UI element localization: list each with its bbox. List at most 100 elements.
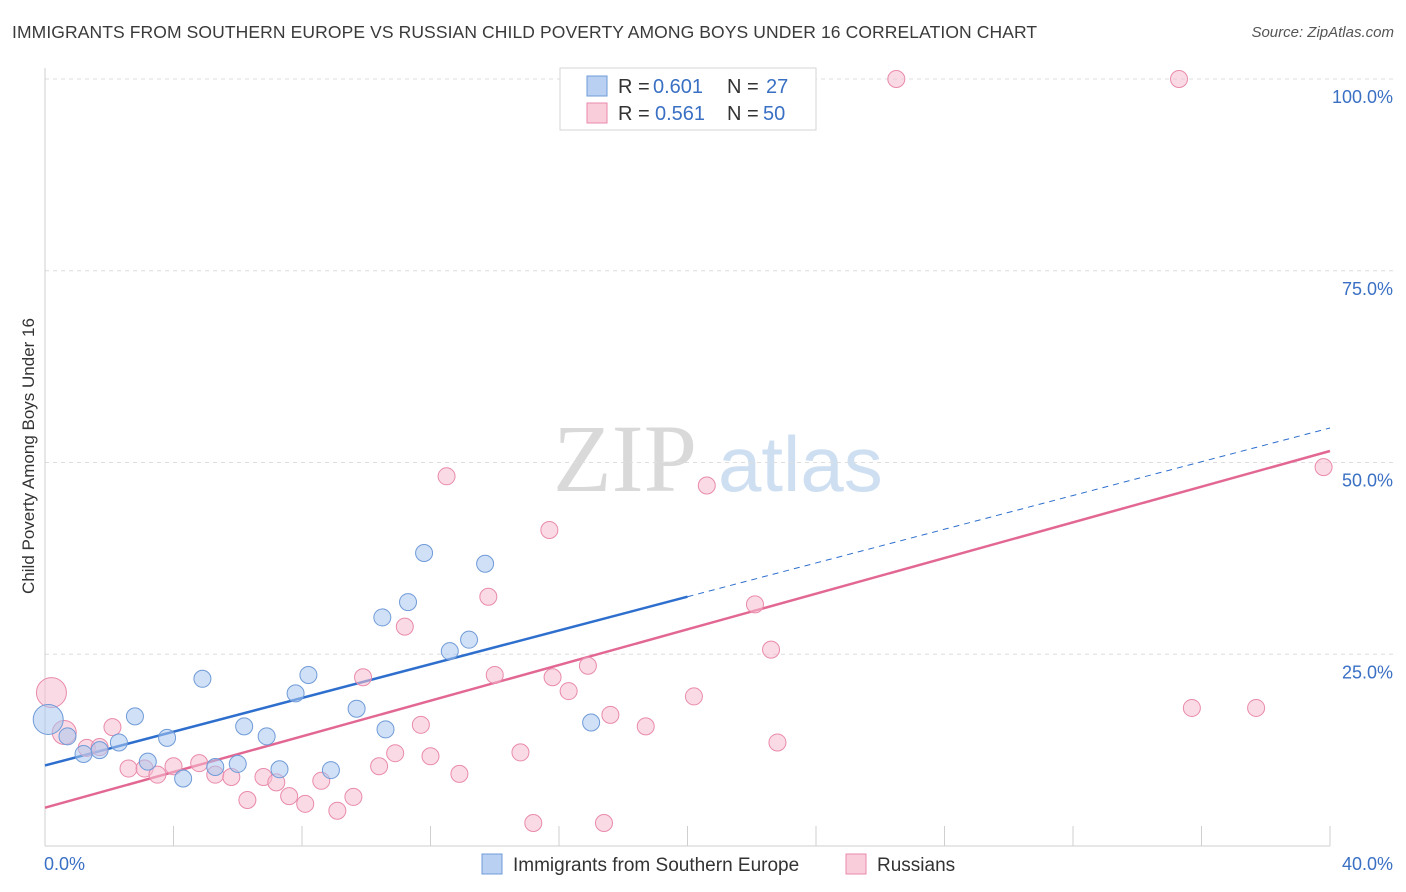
- point-immigrants-9: [193, 669, 212, 688]
- y-tick-label-0: 25.0%: [1342, 662, 1393, 682]
- point-russians-36: [594, 813, 613, 832]
- point-russians-32: [540, 520, 559, 539]
- point-immigrants-5: [125, 707, 144, 726]
- point-immigrants-8: [174, 769, 193, 788]
- point-russians-45: [1170, 70, 1189, 88]
- chart-title: IMMIGRANTS FROM SOUTHERN EUROPE VS RUSSI…: [12, 22, 1038, 42]
- watermark: ZIP atlas: [553, 405, 883, 512]
- point-russians-39: [684, 687, 703, 706]
- legend-n-label-1: N =: [727, 76, 759, 98]
- point-immigrants-22: [415, 544, 434, 563]
- point-immigrants-0: [32, 703, 64, 735]
- point-immigrants-24: [460, 630, 479, 649]
- point-immigrants-25: [476, 554, 495, 573]
- point-russians-7: [148, 765, 167, 784]
- legend-r-label-2: R =: [618, 103, 650, 125]
- point-russians-29: [485, 665, 504, 684]
- point-russians-22: [386, 744, 405, 763]
- point-russians-20: [354, 668, 373, 687]
- legend-swatch-pink: [586, 102, 608, 124]
- point-russians-28: [479, 587, 498, 606]
- point-russians-38: [636, 717, 655, 736]
- point-immigrants-13: [257, 727, 276, 746]
- trend-extension-0: [687, 427, 1331, 598]
- series-label-immigrants: Immigrants from Southern Europe: [513, 855, 799, 876]
- x-tick-labels: 0.0% 40.0%: [44, 854, 1393, 874]
- point-russians-27: [450, 764, 469, 783]
- point-immigrants-3: [90, 741, 109, 760]
- point-russians-35: [578, 656, 597, 675]
- point-immigrants-10: [206, 757, 225, 776]
- y-tick-labels: 25.0% 50.0% 75.0% 100.0%: [1332, 87, 1393, 682]
- point-immigrants-16: [299, 665, 318, 684]
- legend-n-value-2: 50: [763, 103, 785, 125]
- point-russians-5: [119, 759, 138, 778]
- point-russians-4: [103, 718, 122, 737]
- point-russians-15: [280, 787, 299, 806]
- point-immigrants-4: [109, 733, 128, 752]
- gridlines: [45, 78, 1393, 655]
- point-russians-43: [768, 733, 787, 752]
- point-immigrants-15: [286, 684, 305, 703]
- point-immigrants-12: [235, 717, 254, 736]
- data-points: [32, 70, 1333, 832]
- point-russians-0: [35, 677, 67, 709]
- point-russians-46: [1182, 698, 1201, 717]
- legend-r-label-1: R =: [618, 76, 650, 98]
- series-legend: Immigrants from Southern Europe Russians: [481, 853, 955, 876]
- point-immigrants-1: [58, 727, 77, 746]
- trend-line-1: [44, 449, 1331, 809]
- point-immigrants-19: [373, 608, 392, 627]
- point-russians-37: [601, 705, 620, 724]
- point-immigrants-17: [321, 761, 340, 780]
- point-immigrants-20: [376, 720, 395, 739]
- y-tick-label-1: 50.0%: [1342, 471, 1393, 491]
- point-immigrants-2: [74, 744, 93, 763]
- legend-r-value-1: 0.601: [653, 76, 703, 98]
- point-russians-12: [238, 790, 257, 809]
- x-tick-label-0: 0.0%: [44, 854, 85, 874]
- point-russians-42: [762, 640, 781, 659]
- series-label-russians: Russians: [877, 855, 955, 876]
- point-russians-44: [887, 70, 906, 88]
- point-russians-19: [344, 787, 363, 806]
- point-russians-25: [421, 747, 440, 766]
- stats-legend: R = 0.601 N = 27 R = 0.561 N = 50: [559, 67, 817, 131]
- source-credit: Source: ZipAtlas.com: [1251, 24, 1394, 41]
- point-immigrants-14: [270, 760, 289, 779]
- point-russians-18: [328, 801, 347, 820]
- point-russians-40: [697, 476, 716, 495]
- point-russians-24: [411, 715, 430, 734]
- y-axis-label: Child Poverty Among Boys Under 16: [19, 318, 38, 594]
- legend-n-value-1: 27: [766, 76, 788, 98]
- point-russians-9: [190, 754, 209, 773]
- point-immigrants-21: [399, 593, 418, 612]
- legend-r-value-2: 0.561: [655, 103, 705, 125]
- watermark-zip: ZIP: [553, 405, 697, 512]
- point-russians-41: [745, 595, 764, 614]
- point-russians-34: [559, 682, 578, 701]
- point-immigrants-7: [158, 728, 177, 747]
- point-russians-47: [1247, 698, 1266, 717]
- point-russians-26: [437, 467, 456, 486]
- point-russians-21: [370, 757, 389, 776]
- point-russians-30: [511, 743, 530, 762]
- series-swatch-immigrants: [481, 853, 503, 875]
- point-immigrants-11: [228, 754, 247, 773]
- point-immigrants-6: [138, 752, 157, 771]
- axes: [44, 68, 1331, 847]
- point-russians-31: [524, 813, 543, 832]
- y-tick-label-3: 100.0%: [1332, 87, 1393, 107]
- point-russians-16: [296, 794, 315, 813]
- watermark-atlas: atlas: [718, 420, 883, 508]
- point-immigrants-18: [347, 699, 366, 718]
- point-immigrants-23: [440, 642, 459, 661]
- x-tick-label-1: 40.0%: [1342, 854, 1393, 874]
- legend-n-label-2: N =: [727, 103, 759, 125]
- point-russians-48: [1314, 458, 1333, 477]
- point-russians-23: [395, 617, 414, 636]
- legend-swatch-blue: [586, 75, 608, 97]
- point-russians-33: [543, 668, 562, 687]
- point-russians-8: [164, 757, 183, 776]
